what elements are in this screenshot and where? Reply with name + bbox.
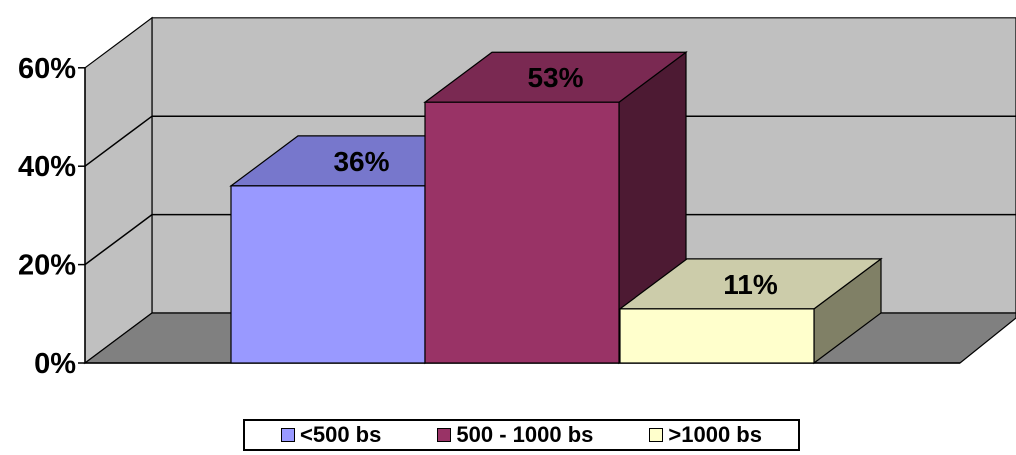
side-wall bbox=[84, 16, 153, 365]
bar-front bbox=[619, 308, 815, 364]
legend-swatch bbox=[281, 428, 296, 442]
y-tick-label: 0% bbox=[34, 348, 76, 380]
chart-legend: <500 bs 500 - 1000 bs >1000 bs bbox=[243, 419, 800, 451]
data-label: 11% bbox=[723, 269, 778, 300]
chart-data-labels: 36% 53% 11% bbox=[333, 62, 777, 300]
bar bbox=[618, 257, 883, 365]
legend-item: >1000 bs bbox=[649, 422, 762, 448]
chart-bars bbox=[229, 51, 883, 365]
data-label: 53% bbox=[527, 62, 583, 93]
bar-front bbox=[424, 101, 620, 364]
legend-swatch bbox=[649, 428, 664, 442]
legend-item: <500 bs bbox=[281, 422, 381, 448]
chart-gridlines bbox=[84, 115, 1016, 266]
data-label: 36% bbox=[333, 146, 389, 177]
y-tick-label: 60% bbox=[18, 53, 76, 85]
gridline bbox=[84, 213, 1016, 266]
legend-swatch bbox=[437, 428, 452, 442]
bar bbox=[423, 51, 688, 365]
y-tick-label: 40% bbox=[18, 151, 76, 183]
legend-label: 500 - 1000 bs bbox=[456, 422, 594, 447]
legend-item: 500 - 1000 bs bbox=[437, 422, 593, 448]
legend-label: >1000 bs bbox=[668, 422, 762, 447]
gridline bbox=[84, 115, 1016, 167]
y-tick-label: 20% bbox=[18, 250, 76, 282]
bar-front bbox=[230, 185, 426, 364]
chart: 0% 20% 40% 60% 36% 53% 11% bbox=[18, 16, 1016, 380]
legend-label: <500 bs bbox=[300, 422, 382, 447]
